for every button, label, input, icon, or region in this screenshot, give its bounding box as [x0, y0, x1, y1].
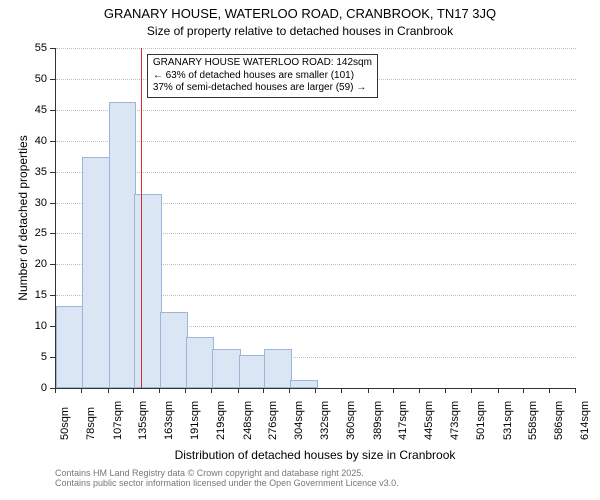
x-tick-mark	[81, 388, 82, 393]
footer-line2: Contains public sector information licen…	[55, 478, 575, 488]
x-tick-mark	[238, 388, 239, 393]
y-tick-label: 0	[0, 382, 47, 394]
x-tick-mark	[419, 388, 420, 393]
chart-container: GRANARY HOUSE, WATERLOO ROAD, CRANBROOK,…	[0, 0, 600, 500]
x-tick-mark	[315, 388, 316, 393]
x-tick-mark	[368, 388, 369, 393]
reference-line	[141, 48, 142, 388]
y-tick-label: 25	[0, 227, 47, 239]
x-tick-label: 501sqm	[475, 401, 487, 440]
x-tick-label: 445sqm	[423, 401, 435, 440]
y-tick-label: 30	[0, 197, 47, 209]
y-tick-mark	[50, 203, 55, 204]
x-tick-label: 473sqm	[449, 401, 461, 440]
x-tick-label: 360sqm	[345, 401, 357, 440]
x-tick-mark	[523, 388, 524, 393]
y-tick-mark	[50, 233, 55, 234]
histogram-bar	[264, 349, 292, 388]
x-tick-mark	[445, 388, 446, 393]
y-tick-label: 5	[0, 351, 47, 363]
x-tick-label: 332sqm	[319, 401, 331, 440]
x-tick-mark	[393, 388, 394, 393]
x-tick-mark	[575, 388, 576, 393]
plot-area: GRANARY HOUSE WATERLOO ROAD: 142sqm← 63%…	[55, 48, 576, 389]
histogram-bar	[186, 337, 214, 388]
annotation-line: ← 63% of detached houses are smaller (10…	[153, 70, 372, 83]
x-tick-label: 586sqm	[553, 401, 565, 440]
chart-title-line2: Size of property relative to detached ho…	[0, 24, 600, 38]
y-tick-label: 40	[0, 135, 47, 147]
y-tick-mark	[50, 326, 55, 327]
y-tick-mark	[50, 48, 55, 49]
annotation-line: 37% of semi-detached houses are larger (…	[153, 82, 372, 95]
x-tick-label: 191sqm	[189, 401, 201, 440]
y-tick-label: 20	[0, 258, 47, 270]
annotation-box: GRANARY HOUSE WATERLOO ROAD: 142sqm← 63%…	[147, 54, 378, 98]
y-tick-label: 45	[0, 104, 47, 116]
x-tick-mark	[289, 388, 290, 393]
y-tick-mark	[50, 172, 55, 173]
x-tick-label: 135sqm	[137, 401, 149, 440]
histogram-bar	[212, 349, 241, 388]
y-axis-label: Number of detached properties	[16, 48, 30, 388]
x-tick-label: 417sqm	[397, 401, 409, 440]
y-tick-mark	[50, 79, 55, 80]
gridline	[56, 48, 576, 49]
y-tick-mark	[50, 110, 55, 111]
annotation-line: GRANARY HOUSE WATERLOO ROAD: 142sqm	[153, 57, 372, 70]
histogram-bar	[82, 157, 111, 388]
x-tick-mark	[55, 388, 56, 393]
histogram-bar	[160, 312, 188, 388]
y-tick-mark	[50, 295, 55, 296]
chart-title-line1: GRANARY HOUSE, WATERLOO ROAD, CRANBROOK,…	[0, 6, 600, 21]
x-tick-label: 531sqm	[502, 401, 514, 440]
y-tick-label: 15	[0, 289, 47, 301]
x-tick-label: 304sqm	[293, 401, 305, 440]
x-tick-mark	[211, 388, 212, 393]
x-tick-mark	[549, 388, 550, 393]
histogram-bar	[239, 355, 267, 388]
x-tick-label: 107sqm	[112, 401, 124, 440]
x-tick-label: 558sqm	[527, 401, 539, 440]
x-axis-label: Distribution of detached houses by size …	[55, 448, 575, 462]
x-tick-mark	[341, 388, 342, 393]
y-tick-label: 35	[0, 166, 47, 178]
x-tick-label: 78sqm	[85, 407, 97, 440]
x-tick-mark	[263, 388, 264, 393]
x-tick-label: 50sqm	[59, 407, 71, 440]
histogram-bar	[109, 102, 137, 388]
y-tick-mark	[50, 141, 55, 142]
histogram-bar	[290, 380, 318, 388]
x-tick-mark	[159, 388, 160, 393]
x-tick-mark	[133, 388, 134, 393]
x-tick-mark	[498, 388, 499, 393]
y-tick-mark	[50, 357, 55, 358]
histogram-bar	[134, 194, 162, 388]
y-tick-label: 55	[0, 42, 47, 54]
x-tick-label: 248sqm	[242, 401, 254, 440]
x-tick-label: 389sqm	[372, 401, 384, 440]
y-tick-label: 50	[0, 73, 47, 85]
x-tick-label: 276sqm	[267, 401, 279, 440]
x-tick-label: 614sqm	[579, 401, 591, 440]
x-tick-label: 219sqm	[215, 401, 227, 440]
x-tick-mark	[185, 388, 186, 393]
y-tick-mark	[50, 264, 55, 265]
histogram-bar	[56, 306, 84, 388]
y-tick-label: 10	[0, 320, 47, 332]
x-tick-mark	[108, 388, 109, 393]
footer-line1: Contains HM Land Registry data © Crown c…	[55, 468, 575, 478]
x-tick-label: 163sqm	[163, 401, 175, 440]
x-tick-mark	[471, 388, 472, 393]
footer: Contains HM Land Registry data © Crown c…	[55, 468, 575, 488]
